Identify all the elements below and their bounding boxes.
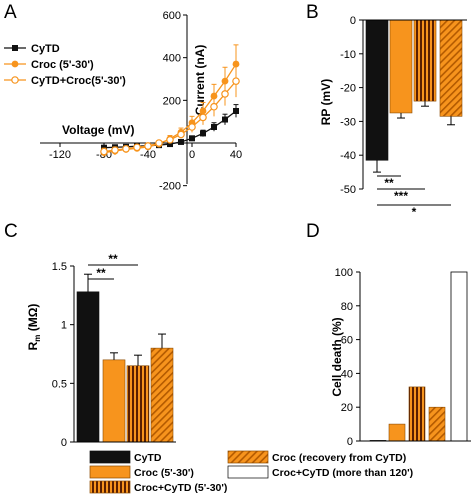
c-bar-1 — [102, 359, 126, 443]
d-y-axis-label: Cell death (%) — [330, 317, 344, 396]
panel-label-d: D — [306, 221, 320, 242]
a-point — [178, 138, 184, 145]
a-legend: CyTD Croc (5'-30') CyTD+Croc(5'-30') — [4, 43, 126, 87]
c-y-tick-label: 1 — [61, 320, 67, 332]
c-bar-0 — [76, 291, 100, 443]
a-x-tick-label: 40 — [230, 149, 242, 161]
a-point — [122, 144, 130, 153]
a-point — [189, 135, 195, 142]
a-legend-label: CyTD — [31, 43, 60, 55]
b-y-axis-label: RP (mV) — [319, 79, 333, 125]
legend-swatch-2 — [89, 480, 131, 494]
legend-label-0: CyTD — [134, 452, 162, 464]
d-bar-1 — [388, 423, 406, 442]
panel-label-b: B — [306, 2, 319, 23]
panel-b-bar-chart: RP (mV) 0-10-20-30-40-50 ****** — [319, 15, 467, 219]
a-x-tick-label: -40 — [140, 149, 156, 161]
a-legend-label: Croc (5'-30') — [31, 59, 94, 71]
b-y-tick-label: -30 — [340, 116, 356, 128]
panel-label-a: A — [4, 2, 17, 23]
a-point — [166, 136, 174, 144]
a-point — [100, 147, 108, 156]
legend-label-2: Croc+CyTD (5'-30') — [134, 482, 227, 494]
b-bar-0 — [365, 19, 389, 161]
a-legend-marker — [12, 45, 18, 51]
d-y-tick-label: 60 — [341, 335, 353, 347]
a-point — [200, 130, 206, 137]
b-bar-2 — [413, 19, 437, 102]
a-point — [144, 142, 152, 150]
a-legend-marker — [11, 76, 19, 84]
a-point — [222, 116, 228, 123]
a-point — [188, 123, 196, 131]
legend-swatch-3 — [227, 450, 269, 464]
d-y-tick-label: 20 — [341, 402, 353, 414]
b-bar-1 — [389, 19, 413, 114]
a-point — [210, 92, 218, 100]
d-y-tick-label: 0 — [347, 436, 353, 448]
panel-d-bar-chart: Cell death (%) 0 20 40 60 80 100 — [330, 267, 471, 448]
b-y-tick-label: -50 — [340, 184, 356, 196]
a-point — [177, 130, 185, 139]
d-bar-3 — [428, 406, 446, 442]
d-y-tick-label: 40 — [341, 368, 353, 380]
b-bar-3 — [439, 19, 463, 117]
a-legend-marker — [11, 60, 19, 68]
b-sig-label: *** — [394, 189, 408, 203]
a-point — [232, 77, 240, 85]
d-bar-4 — [450, 271, 468, 442]
a-point — [211, 124, 217, 130]
a-y-tick-label: -200 — [159, 181, 181, 193]
a-point — [101, 144, 107, 151]
a-point — [133, 143, 141, 152]
d-y-tick-label: 100 — [335, 267, 353, 279]
a-point — [199, 113, 207, 122]
panel-c-bar-chart: Rm (MΩ) 0 0.5 1 1.5 **** — [26, 252, 176, 449]
a-x-axis-label: Voltage (mV) — [62, 123, 134, 137]
c-bar-3 — [150, 347, 174, 443]
bottom-legend: CyTD Croc (5'-30') Croc+CyTD (5'-30') Croc … — [89, 450, 413, 494]
legend-swatch-4 — [227, 465, 269, 479]
c-y-tick-label: 1.5 — [52, 261, 67, 273]
c-bar-2 — [126, 365, 150, 443]
b-y-tick-label: -20 — [340, 83, 356, 95]
a-point — [221, 77, 229, 85]
a-point — [155, 139, 163, 147]
a-point — [210, 102, 218, 111]
d-bar-2 — [408, 386, 426, 442]
c-sig-label: ** — [96, 266, 106, 280]
a-point — [232, 60, 240, 68]
legend-swatch-1 — [89, 465, 131, 479]
b-sig-label: * — [412, 205, 417, 219]
a-y-tick-label: 200 — [163, 95, 181, 107]
b-y-tick-label: 0 — [350, 15, 356, 27]
a-legend-label: CyTD+Croc(5'-30') — [31, 75, 126, 87]
a-point — [111, 146, 119, 154]
a-x-tick-label: -120 — [49, 149, 71, 161]
b-sig-label: ** — [384, 176, 394, 190]
c-sig-label: ** — [108, 252, 118, 266]
a-y-tick-label: 600 — [163, 10, 181, 22]
a-point — [233, 108, 239, 114]
d-y-tick-label: 80 — [341, 301, 353, 313]
c-y-tick-label: 0.5 — [52, 378, 67, 390]
legend-label-1: Croc (5'-30') — [134, 467, 194, 479]
a-y-tick-label: 400 — [163, 53, 181, 65]
legend-label-3: Croc (recovery from CyTD) — [272, 452, 406, 464]
panel-label-c: C — [4, 221, 18, 242]
legend-label-4: Croc+CyTD (more than 120') — [272, 467, 413, 479]
b-y-tick-label: -40 — [340, 150, 356, 162]
a-x-tick-label: 0 — [189, 149, 195, 161]
a-point — [167, 141, 173, 148]
legend-swatch-0 — [89, 450, 131, 464]
b-y-tick-label: -10 — [340, 49, 356, 61]
c-y-axis-label: Rm (MΩ) — [26, 304, 42, 351]
a-y-axis-label: Current (nA) — [193, 45, 207, 116]
c-y-tick-label: 0 — [61, 437, 67, 449]
a-point — [221, 90, 229, 98]
